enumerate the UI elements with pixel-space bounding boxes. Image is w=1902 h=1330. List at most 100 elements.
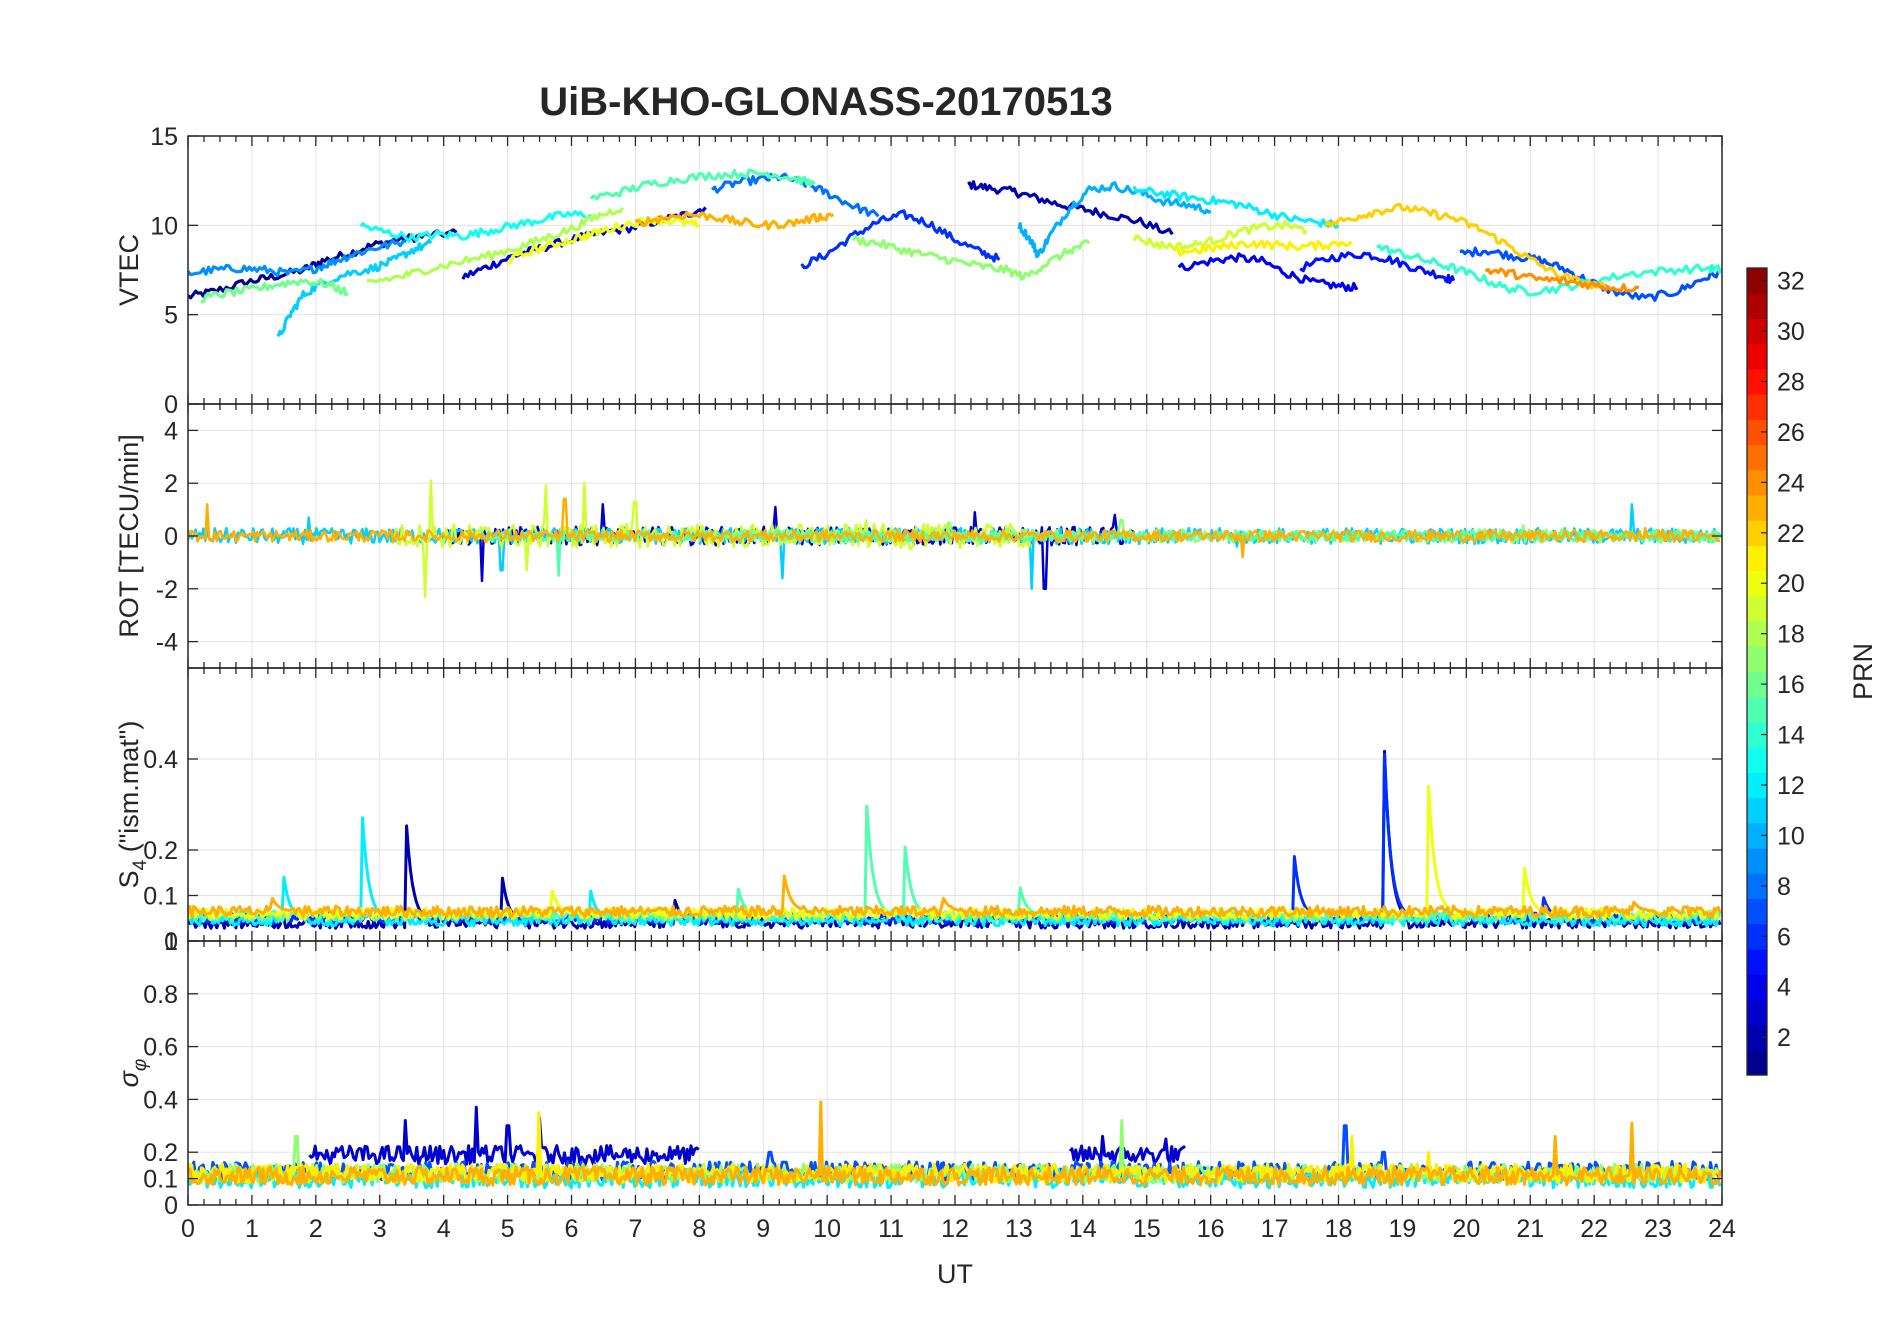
colorbar-swatch-prn-23 [1747, 494, 1767, 521]
colorbar-tick-label: 26 [1777, 419, 1805, 447]
y-tick-label-vtec: 5 [164, 302, 178, 330]
colorbar-swatch-prn-27 [1747, 394, 1767, 420]
vtec-series-prn-21 [1171, 239, 1353, 257]
x-tick-label: 13 [1005, 1215, 1033, 1243]
x-tick-label: 21 [1516, 1215, 1544, 1243]
colorbar-swatch-prn-18 [1747, 621, 1767, 647]
vtec-series-prn-19 [1132, 219, 1308, 252]
colorbar-swatch-prn-20 [1747, 570, 1767, 597]
colorbar-tick-label: 28 [1777, 368, 1805, 396]
y-tick-label-sigma_phi: 1 [164, 928, 178, 956]
colorbar-tick-label: 10 [1777, 822, 1805, 850]
panel-s4 [188, 749, 1722, 930]
colorbar-tick-label: 22 [1777, 520, 1805, 548]
colorbar-swatch-prn-32 [1747, 268, 1767, 294]
y-tick-label-s4: 0.2 [143, 837, 178, 865]
colorbar-swatch-prn-14 [1747, 721, 1767, 748]
x-tick-label: 9 [756, 1215, 770, 1243]
y-tick-label-rot: 0 [164, 523, 178, 551]
colorbar-tick-label: 16 [1777, 671, 1805, 699]
y-tick-label-s4: 0 [164, 928, 178, 956]
s4-series-prn-20 [188, 784, 1721, 921]
sigma_phi-series-prn-23 [188, 1100, 1722, 1187]
y-axis-label-rot: ROT [TECU/min] [114, 434, 144, 638]
x-tick-label: 4 [437, 1215, 451, 1243]
x-tick-label: 24 [1708, 1215, 1736, 1243]
colorbar-tick-label: 4 [1777, 974, 1791, 1002]
chart-title: UiB-KHO-GLONASS-20170513 [539, 80, 1113, 124]
y-axis-label-sigma_phi: σφ [114, 1059, 151, 1088]
y-tick-label-vtec: 15 [150, 123, 178, 151]
colorbar-swatch-prn-15 [1747, 696, 1767, 723]
y-tick-label-s4: 0.4 [143, 746, 178, 774]
y-tick-label-rot: -2 [156, 576, 178, 604]
x-tick-label: 3 [373, 1215, 387, 1243]
colorbar-swatch-prn-7 [1747, 898, 1767, 925]
rot-series-prn-23 [188, 497, 1721, 559]
vtec-series-prn-12 [1132, 185, 1340, 229]
x-tick-label: 6 [565, 1215, 579, 1243]
colorbar-label: PRN [1848, 643, 1878, 700]
y-axis-label-s4: S4 ("ism.mat") [114, 721, 151, 889]
colorbar-swatch-prn-9 [1747, 848, 1767, 874]
colorbar-tick-label: 6 [1777, 923, 1791, 951]
vtec-series-prn-17 [851, 235, 1091, 281]
colorbar-swatch-prn-19 [1747, 595, 1767, 622]
colorbar-tick-label: 8 [1777, 873, 1791, 901]
x-tick-label: 1 [245, 1215, 259, 1243]
x-tick-label: 11 [878, 1215, 904, 1243]
series-group-rot [188, 479, 1722, 598]
colorbar-swatch-prn-6 [1747, 923, 1767, 950]
colorbar-swatch-prn-28 [1747, 368, 1767, 395]
x-tick-label: 0 [181, 1215, 195, 1243]
sigma_phi-series-prn-3 [308, 1105, 700, 1166]
vtec-series-prn-18 [366, 206, 624, 284]
data-layer [188, 168, 1722, 1190]
x-tick-label: 8 [692, 1215, 706, 1243]
vtec-series-prn-10 [1017, 181, 1212, 259]
y-tick-label-rot: 4 [164, 417, 178, 445]
colorbar-tick-label: 32 [1777, 268, 1805, 296]
x-tick-label: 16 [1197, 1215, 1225, 1243]
x-tick-label: 22 [1580, 1215, 1608, 1243]
colorbar-swatch-prn-31 [1747, 293, 1767, 320]
colorbar-swatch-prn-26 [1747, 419, 1767, 446]
x-tick-label: 7 [628, 1215, 642, 1243]
colorbar-swatch-prn-12 [1747, 772, 1767, 799]
x-tick-label: 10 [813, 1215, 841, 1243]
vtec-series-prn-6 [800, 209, 1001, 270]
series-group-sigma_phi [188, 1100, 1722, 1190]
x-tick-label: 12 [941, 1215, 969, 1243]
colorbar-swatch-prn-22 [1747, 520, 1767, 547]
x-axis-label: UT [937, 1259, 973, 1289]
vtec-series-prn-13 [359, 210, 592, 243]
colorbar-swatch-prn-11 [1747, 797, 1767, 824]
x-tick-label: 14 [1069, 1215, 1097, 1243]
series-group-vtec [188, 168, 1722, 338]
s4-series-prn-23 [188, 874, 1722, 919]
colorbar-swatch-prn-2 [1747, 1024, 1767, 1051]
colorbar-tick-label: 18 [1777, 621, 1805, 649]
colorbar-swatch-prn-21 [1747, 545, 1767, 572]
vtec-series-prn-11 [276, 238, 433, 338]
y-tick-label-rot: -4 [156, 629, 178, 657]
series-group-s4 [188, 749, 1722, 930]
vtec-series-prn-9 [188, 239, 406, 278]
colorbar-swatch-prn-24 [1747, 469, 1767, 496]
s4-series-prn-6 [188, 752, 1721, 926]
y-tick-label-sigma_phi: 0.1 [143, 1166, 178, 1194]
colorbar-swatch-prn-30 [1747, 318, 1767, 345]
colorbar-tick-label: 12 [1777, 772, 1805, 800]
vtec-series-prn-23 [634, 211, 835, 231]
colorbar-swatch-prn-1 [1747, 1049, 1767, 1076]
colorbar-swatch-prn-3 [1747, 999, 1767, 1026]
colorbar-swatch-prn-29 [1747, 343, 1767, 370]
y-axis-label-vtec: VTEC [114, 234, 144, 306]
vtec-series-prn-14 [1376, 244, 1722, 297]
panel-rot [188, 479, 1722, 598]
y-tick-label-sigma_phi: 0.2 [143, 1139, 178, 1167]
colorbar-swatch-prn-4 [1747, 974, 1767, 1000]
colorbar-tick-label: 24 [1777, 469, 1805, 497]
